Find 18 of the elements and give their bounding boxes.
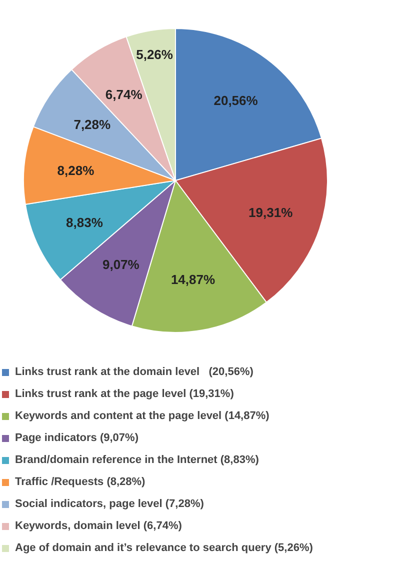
data-label: 19,31%: [248, 204, 294, 220]
legend-label: Keywords, domain level (6,74%): [15, 518, 182, 533]
data-label: 5,26%: [136, 47, 174, 62]
legend-label: Traffic /Requests (8,28%): [15, 474, 146, 489]
data-label: 9,07%: [102, 257, 140, 272]
legend-label: Keywords and content at the page level (14,87%): [15, 408, 270, 423]
data-label: 8,28%: [57, 162, 95, 178]
data-label: 6,74%: [105, 87, 143, 102]
legend-label: Brand/domain reference in the Internet (8,83%): [15, 452, 259, 467]
data-label: 8,83%: [66, 215, 104, 230]
legend-label: Page indicators (9,07%): [15, 430, 138, 445]
legend-label: Age of domain and it’s relevance to search query (5,26%): [15, 540, 313, 555]
data-label: 7,28%: [74, 117, 112, 132]
legend-label: Links trust rank at the domain level (20,56%): [15, 364, 254, 379]
data-label: 20,56%: [214, 92, 258, 108]
legend-label: Social indicators, page level (7,28%): [15, 496, 204, 511]
data-label: 14,87%: [170, 272, 216, 287]
legend-label: Links trust rank at the page level (19,31%): [15, 386, 234, 401]
